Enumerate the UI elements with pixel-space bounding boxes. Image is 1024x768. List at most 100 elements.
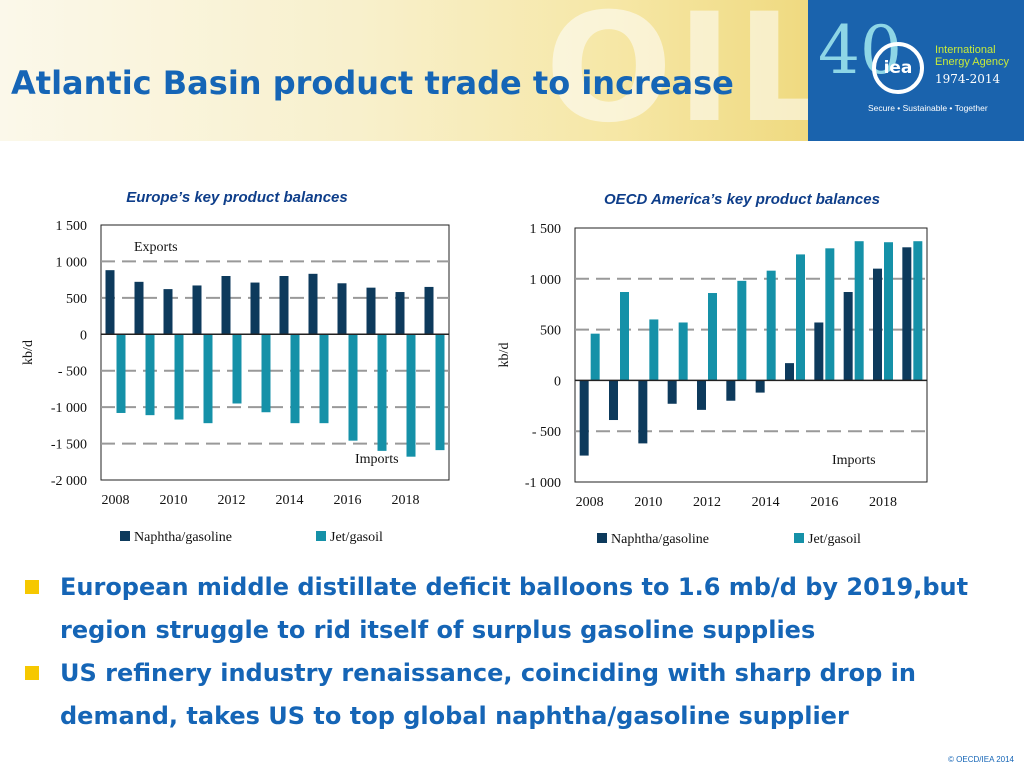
bar [854,241,864,381]
chart-europe-svg: Europe’s key product balances kb/d 1 500 1 … [21,189,450,545]
x-tick-label: 2008 [102,493,130,508]
plot-frame [574,227,928,483]
y-tick-label: 1 500 [56,219,88,234]
bar [319,334,329,424]
bar [221,276,231,335]
bar [843,292,853,381]
bar [105,270,115,335]
bar [609,380,618,421]
y-tick-label: -1 000 [525,476,561,491]
bar [366,287,376,335]
bar [203,334,213,424]
bar [766,270,776,381]
oil-watermark: OIL [545,0,836,141]
bullet-list: European middle distillate deficit ballo… [22,566,1012,738]
logo-circle-icon: iea [872,42,924,94]
bar [708,293,717,381]
x-tick-label: 2014 [752,495,780,510]
x-tick-label: 2010 [634,495,662,510]
bar [697,380,706,410]
x-tick-label: 2016 [810,495,838,510]
bar [737,280,747,381]
bullet-text: European middle distillate deficit ballo… [60,573,969,644]
chart-title: Europe’s key product balances [126,189,347,206]
bar [250,282,260,335]
y-tick-label: 1 000 [530,273,562,288]
bar [590,333,600,381]
bar [174,334,184,420]
bar [638,380,648,444]
bar [192,285,202,335]
annotation-imports: Imports [355,452,399,467]
bar [116,334,126,413]
bar [649,319,659,381]
legend-swatch [597,533,607,543]
bar [395,292,405,335]
logo-years: 1974-2014 [935,72,1001,86]
bar [290,334,300,424]
bar [348,334,358,441]
bar [726,380,736,401]
legend-swatch [120,531,130,541]
annotation-imports: Imports [832,453,876,468]
bar [406,334,416,457]
legend-label: Naphtha/gasoline [134,530,232,545]
bar [145,334,155,416]
copyright: © OECD/IEA 2014 [948,755,1014,764]
y-tick-label: -1 000 [51,401,87,416]
y-tick-label: 500 [540,324,561,339]
y-tick-label: 500 [66,292,87,307]
bar [435,334,445,451]
slide-title: Atlantic Basin product trade to increase [11,64,734,102]
y-tick-label: 1 500 [530,222,562,237]
x-tick-label: 2018 [869,495,897,510]
bullet-item: European middle distillate deficit ballo… [22,566,1012,652]
bullet-item: US refinery industry renaissance, coinci… [22,652,1012,738]
chart-europe: Europe’s key product balances kb/d 1 500 1 … [0,180,470,560]
logo-acronym: iea [883,58,913,78]
header-banner: OIL Atlantic Basin product trade to incr… [0,0,1024,141]
bar [620,292,629,381]
bar [902,247,912,381]
x-tick-label: 2012 [218,493,246,508]
logo-line1: International [935,44,996,56]
y-tick-label: - 500 [532,425,561,440]
bar [825,248,835,381]
iea-logo: 40 iea International Energy Agency 1974-… [808,0,1024,141]
logo-tagline: Secure • Sustainable • Together [868,103,988,113]
bar [163,289,173,335]
bar [873,268,882,381]
x-tick-label: 2014 [276,493,304,508]
bullet-square-icon [25,666,39,680]
y-tick-label: - 500 [58,365,87,380]
y-tick-label: -2 000 [51,474,87,489]
logo-line2: Energy Agency [935,56,1009,68]
x-tick-label: 2012 [693,495,721,510]
x-tick-label: 2016 [334,493,362,508]
bullet-text: US refinery industry renaissance, coinci… [60,659,916,730]
legend-label: Jet/gasoil [330,530,383,545]
y-tick-label: -1 500 [51,438,87,453]
y-tick-label: 1 000 [56,255,88,270]
annotation-exports: Exports [134,240,178,255]
bar [261,334,271,413]
y-tick-label: 0 [554,374,561,389]
bar [814,322,824,381]
bar [785,363,794,381]
y-axis-label: kb/d [497,343,512,368]
bar [377,334,387,451]
x-tick-label: 2018 [392,493,420,508]
y-axis-label: kb/d [21,340,36,365]
chart-oecd-america-svg: OECD America’s key product balances kb/d 1… [497,191,928,547]
bar [134,281,144,335]
bar [755,380,765,393]
plot-frame [100,224,450,481]
bar [232,334,242,404]
x-tick-label: 2010 [160,493,188,508]
bar [337,283,347,335]
legend-swatch [794,533,804,543]
legend-swatch [316,531,326,541]
bar [424,286,434,335]
bar [308,273,318,335]
bar [579,380,589,456]
